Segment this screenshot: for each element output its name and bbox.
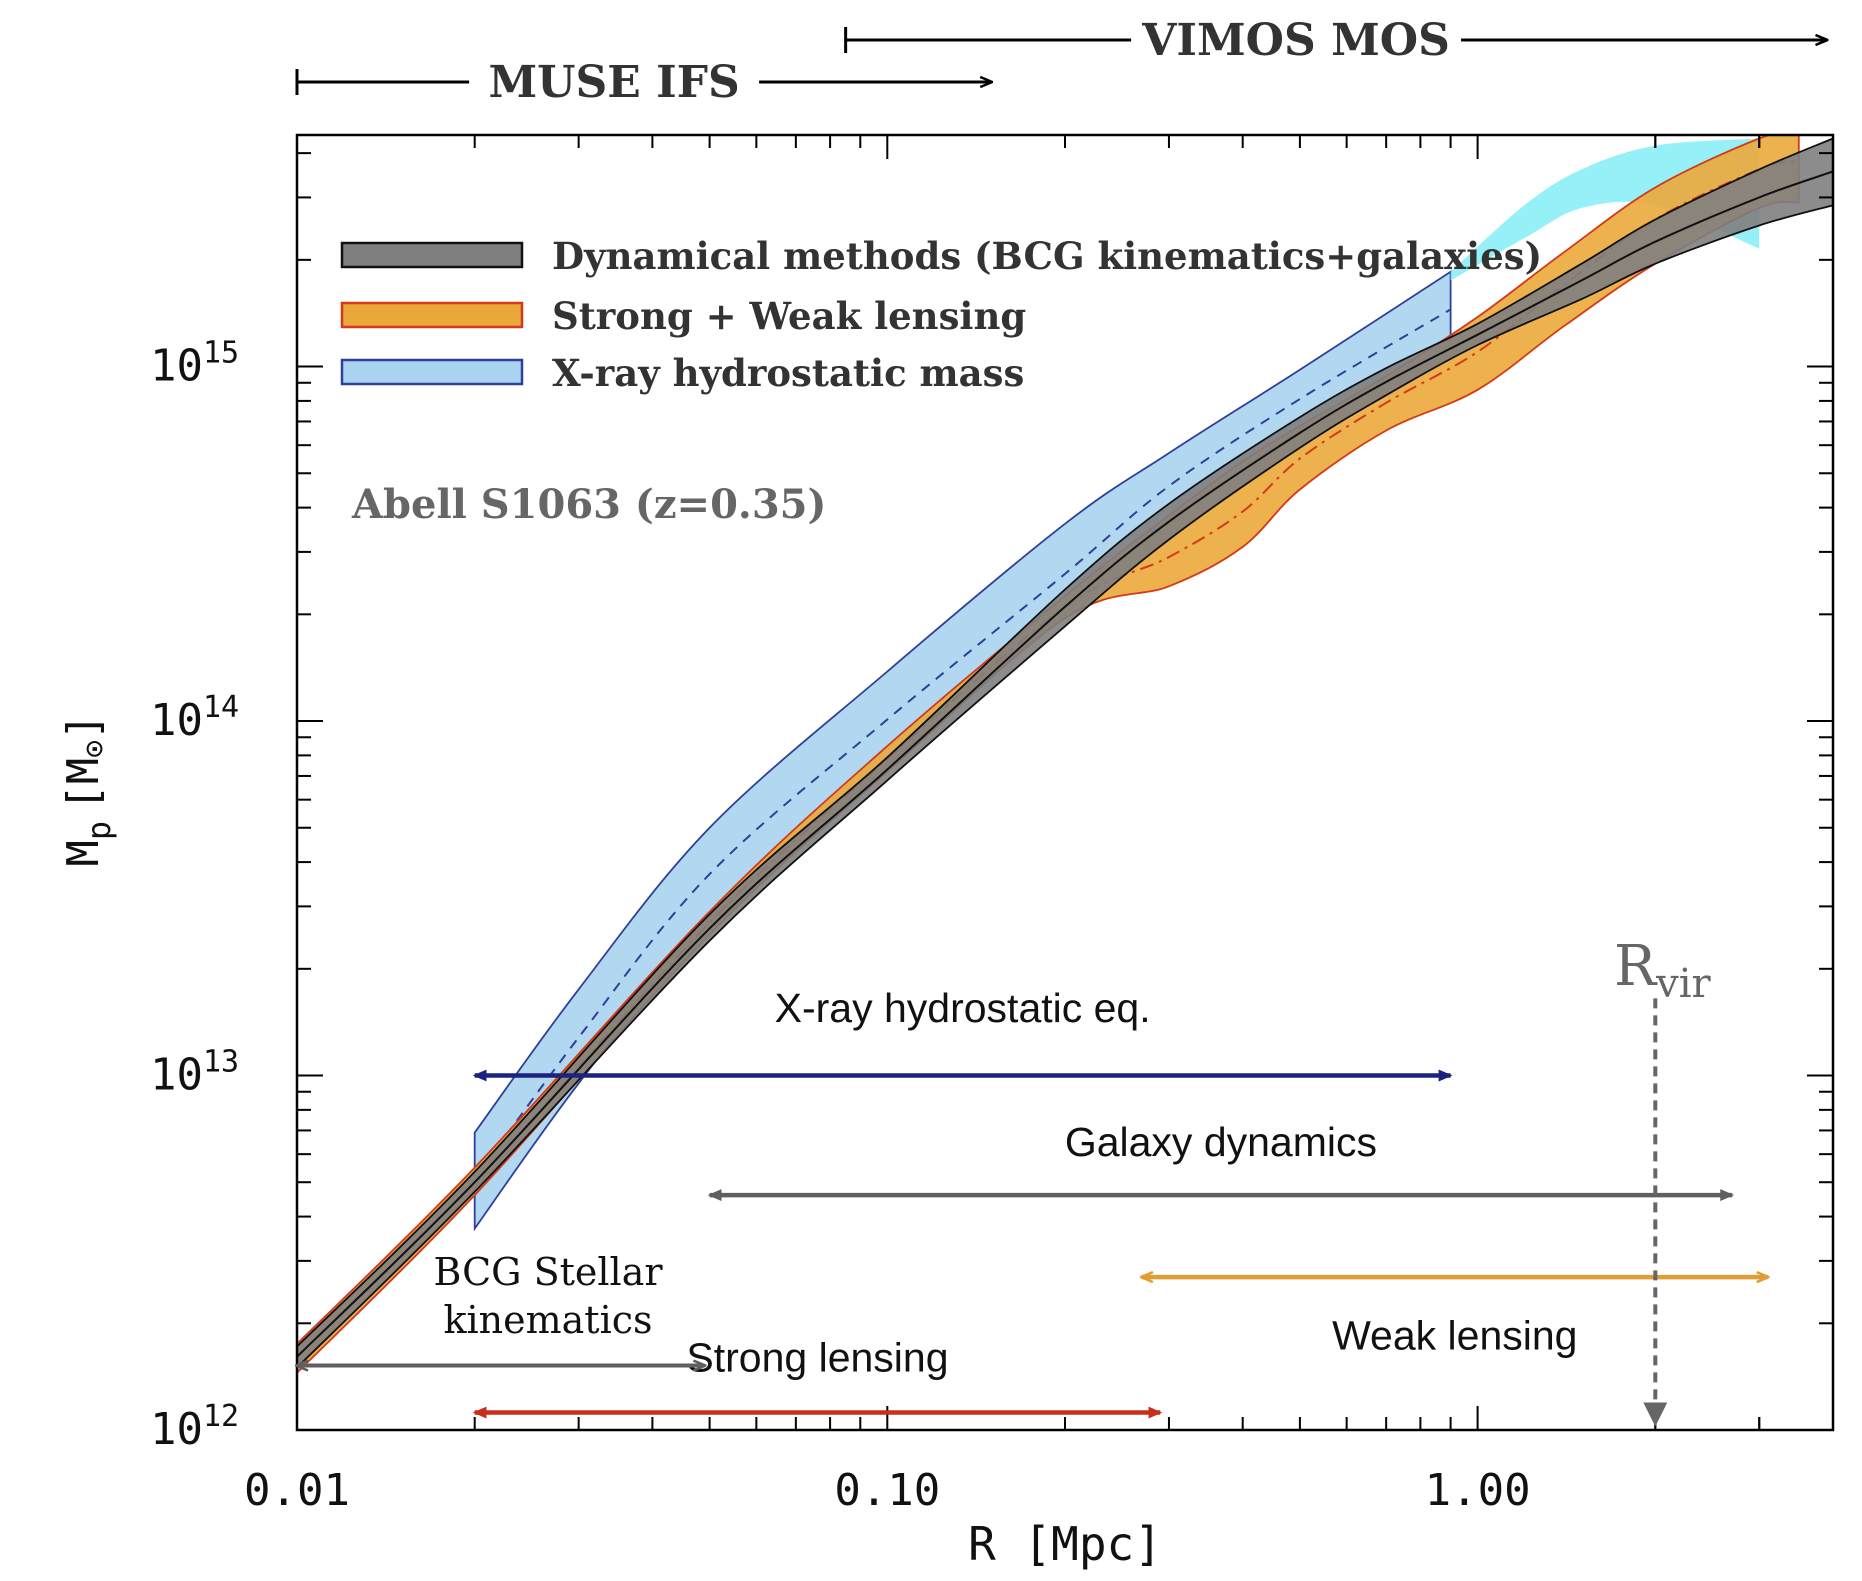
legend-swatch	[340, 358, 524, 386]
annotation-weak-lensing: Weak lensing	[1142, 1277, 1768, 1358]
y-axis-label-unit-close: ]	[58, 713, 109, 740]
plot-frame	[295, 133, 1835, 1432]
virial-radius-arrowhead	[1643, 1402, 1668, 1427]
median-x-ray-hydrostatic-mass	[473, 308, 1452, 1180]
x-axis-label: R [Mpc]	[968, 1517, 1162, 1571]
annotation-label: X-ray hydrostatic eq.	[775, 985, 1151, 1031]
x-tick-label: 1.00	[1425, 1465, 1531, 1516]
y-tick-label: 1015	[150, 336, 239, 392]
legend-item-x-ray-hydrostatic-mass: X-ray hydrostatic mass	[340, 351, 1024, 395]
y-tick-label-exponent: 15	[203, 336, 239, 371]
y-tick-label: 1012	[150, 1399, 239, 1455]
range-bar-vimos-mos: VIMOS MOS	[844, 15, 1827, 66]
y-tick-label-exponent: 14	[203, 690, 239, 725]
y-axis-label-main: M	[58, 840, 109, 867]
virial-radius-marker: Rvir	[1614, 934, 1712, 1427]
annotation-strong-lensing: Strong lensing	[472, 1335, 1163, 1419]
legend-item-dynamical-methods-bcg-kinematics-galaxies: Dynamical methods (BCG kinematics+galaxi…	[340, 234, 1542, 278]
instrument-range-bars: MUSE IFS VIMOS MOS	[295, 15, 1827, 108]
virial-radius-label-sub: vir	[1655, 961, 1711, 1007]
axis-ticks	[296, 135, 1834, 1431]
y-tick-label-exponent: 13	[203, 1045, 239, 1080]
annotation-bcg-stellar-kinematics: BCG Stellar kinematics	[297, 1250, 704, 1366]
range-bar-label: MUSE IFS	[488, 57, 739, 108]
legend-label: Dynamical methods (BCG kinematics+galaxi…	[552, 234, 1542, 278]
y-axis-label-unit-open: [M	[58, 758, 109, 811]
legend-item-strong-weak-lensing: Strong + Weak lensing	[340, 294, 1026, 338]
annotation-label-line: kinematics	[443, 1298, 652, 1342]
band-dynamical-methods-bcg-kinematics-galaxies	[297, 137, 1833, 1369]
y-tick-label: 1013	[150, 1045, 239, 1101]
svg-text:Mp[M⊙]: Mp [M⊙]	[58, 713, 118, 866]
annotation-label: Weak lensing	[1332, 1312, 1577, 1358]
y-tick-label-base: 10	[150, 341, 203, 392]
y-tick-label-base: 10	[150, 1404, 203, 1455]
virial-radius-label-main: R	[1614, 934, 1658, 999]
annotation-label: Galaxy dynamics	[1065, 1119, 1377, 1165]
annotation-x-ray-hydrostatic-eq: X-ray hydrostatic eq.	[472, 985, 1453, 1082]
y-axis-label-sub: p	[80, 821, 118, 840]
y-tick-label-exponent: 12	[203, 1399, 239, 1434]
annotation-label: BCG Stellar kinematics	[433, 1250, 663, 1342]
y-tick-label-base: 10	[150, 1050, 203, 1101]
legend-swatch	[340, 241, 524, 269]
annotation-label: Strong lensing	[686, 1335, 948, 1381]
legend-label: X-ray hydrostatic mass	[552, 351, 1024, 395]
y-axis-label: Mp [M⊙]	[58, 713, 118, 866]
range-bar-muse-ifs: MUSE IFS	[295, 57, 991, 108]
virial-radius-label: Rvir	[1614, 934, 1712, 1007]
median-strong-weak-lensing	[297, 160, 1800, 1359]
median-dynamical-methods-bcg-kinematics-galaxies	[297, 170, 1833, 1358]
legend-label: Strong + Weak lensing	[552, 294, 1026, 338]
x-tick-label: 0.10	[834, 1465, 940, 1516]
chart-title: Abell S1063 (z=0.35)	[351, 481, 826, 528]
legend-swatch	[340, 301, 524, 329]
x-tick-label: 0.01	[244, 1465, 350, 1516]
mass-bands	[297, 135, 1833, 1375]
annotation-galaxy-dynamics: Galaxy dynamics	[707, 1119, 1735, 1202]
range-annotations: X-ray hydrostatic eq. Galaxy dynamics Weak…	[297, 985, 1768, 1419]
legend: Dynamical methods (BCG kinematics+galaxi…	[340, 234, 1542, 395]
y-tick-label: 1014	[150, 690, 239, 746]
annotation-label-line: BCG Stellar	[433, 1250, 663, 1294]
y-tick-label-base: 10	[150, 695, 203, 746]
x-tick-labels: 0.01 0.10 1.00	[244, 1465, 1531, 1516]
range-bar-label: VIMOS MOS	[1141, 15, 1450, 66]
y-axis-label-unit-sun: ⊙	[77, 740, 112, 758]
